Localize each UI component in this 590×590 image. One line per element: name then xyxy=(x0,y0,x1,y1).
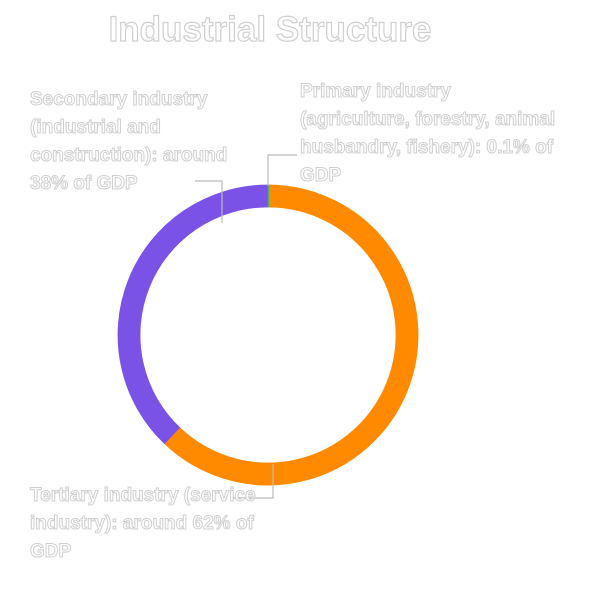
leader-line xyxy=(232,464,274,499)
donut-slice xyxy=(164,184,419,486)
slice-label: Secondary industry (industrial and const… xyxy=(30,89,228,195)
chart-title: Industrial Structure xyxy=(108,9,432,49)
leader-line xyxy=(195,180,223,223)
leader-line xyxy=(267,154,297,186)
slice-label: Primary industry (agriculture, forestry,… xyxy=(300,81,556,187)
slice-label: Tertiary industry (service industry): ar… xyxy=(30,485,257,563)
donut-slice xyxy=(117,184,269,445)
